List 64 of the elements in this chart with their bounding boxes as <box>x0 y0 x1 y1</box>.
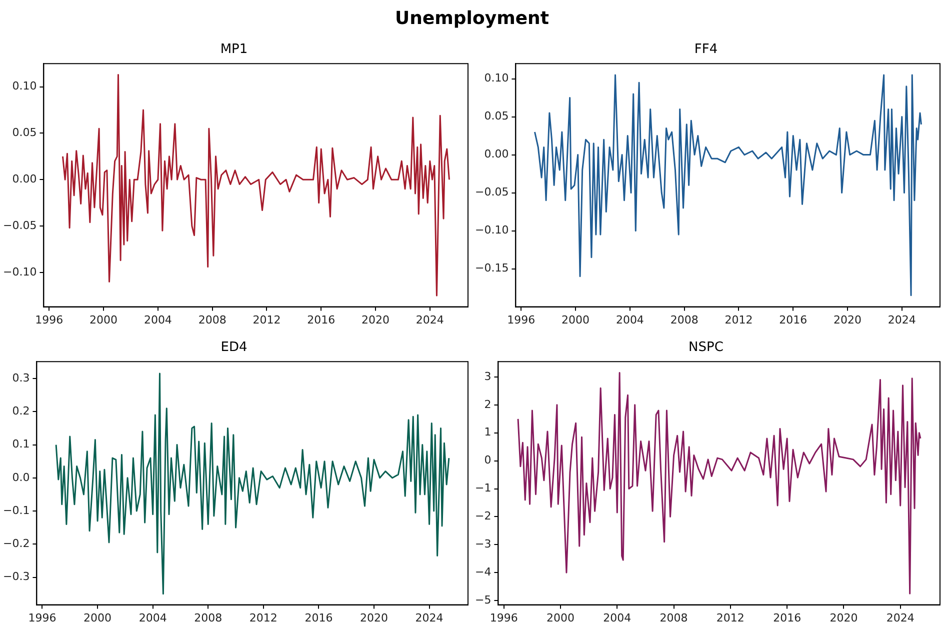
x-tick-label: 2024 <box>416 313 444 326</box>
x-tick-label: 2020 <box>834 313 862 326</box>
y-tick-label: −0.10 <box>474 224 509 237</box>
y-tick-label: 0.1 <box>12 438 30 451</box>
y-tick-label: 0.10 <box>484 72 509 85</box>
x-tick-label: 2016 <box>307 313 336 326</box>
x-tick-label: 2016 <box>779 313 808 326</box>
x-tick-label: 2000 <box>90 313 118 326</box>
y-tick-label: −0.15 <box>474 262 509 275</box>
y-tick-label: −1 <box>474 482 492 495</box>
y-tick-label: 0.10 <box>12 80 37 93</box>
x-tick-label: 2012 <box>252 313 281 326</box>
x-tick-label: 1996 <box>28 611 56 624</box>
x-tick-label: 1996 <box>35 313 64 326</box>
y-tick-label: 0.05 <box>12 126 37 140</box>
x-tick-label: 1996 <box>490 611 518 624</box>
x-tick-label: 2004 <box>616 313 644 326</box>
chart-title: NSPC <box>688 340 724 356</box>
y-tick-label: 0.00 <box>484 148 509 161</box>
x-tick-label: 2020 <box>360 611 388 624</box>
x-tick-label: 2008 <box>660 611 688 624</box>
x-tick-label: 2020 <box>362 313 390 326</box>
y-tick-label: 0.00 <box>12 172 37 186</box>
y-tick-label: −0.10 <box>2 265 37 278</box>
x-tick-label: 2000 <box>546 611 575 624</box>
chart-title: FF4 <box>694 42 718 58</box>
x-tick-label: 2024 <box>886 611 914 624</box>
y-tick-label: 0 <box>484 454 492 467</box>
y-tick-label: 2 <box>484 398 492 411</box>
y-tick-label: 0.3 <box>12 371 30 384</box>
y-tick-label: −0.3 <box>2 570 30 584</box>
y-tick-label: 3 <box>484 370 492 383</box>
x-tick-label: 2004 <box>144 313 172 326</box>
y-tick-label: 0.0 <box>12 470 30 484</box>
x-tick-label: 2024 <box>415 611 444 624</box>
y-tick-label: 0.2 <box>12 404 30 418</box>
x-tick-label: 2024 <box>888 313 916 326</box>
x-tick-label: 2008 <box>670 313 698 326</box>
y-tick-label: −5 <box>474 593 492 606</box>
x-tick-label: 2008 <box>198 313 226 326</box>
x-tick-label: 2016 <box>773 611 802 624</box>
y-tick-label: −0.05 <box>2 218 37 232</box>
y-tick-label: 1 <box>484 426 492 439</box>
x-tick-label: 2000 <box>84 611 112 624</box>
y-tick-label: −4 <box>474 566 492 579</box>
x-tick-label: 2000 <box>562 313 590 326</box>
chart-title: MP1 <box>220 42 248 58</box>
text: Unemployment <box>395 8 549 29</box>
x-tick-label: 2004 <box>138 611 167 624</box>
y-tick-label: −3 <box>474 538 492 551</box>
x-tick-label: 2020 <box>830 611 858 624</box>
y-tick-label: −2 <box>474 510 492 523</box>
x-tick-label: 2008 <box>194 611 222 624</box>
y-tick-label: −0.05 <box>474 186 509 199</box>
x-tick-label: 2016 <box>304 611 333 624</box>
x-tick-label: 2012 <box>724 313 753 326</box>
chart-title: ED4 <box>220 340 248 356</box>
y-tick-label: 0.05 <box>484 110 509 123</box>
y-tick-label: −0.1 <box>2 504 30 517</box>
x-tick-label: 2012 <box>716 611 744 624</box>
x-tick-label: 2012 <box>249 611 278 624</box>
x-tick-label: 2004 <box>603 611 632 624</box>
x-tick-label: 1996 <box>507 313 536 326</box>
y-tick-label: −0.2 <box>2 537 30 550</box>
